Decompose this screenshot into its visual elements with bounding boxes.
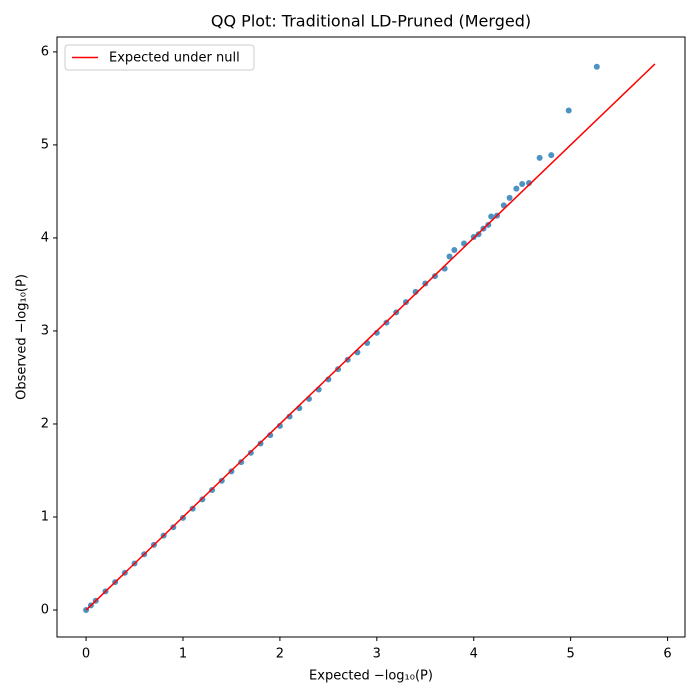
legend-box — [64, 44, 255, 71]
plot-area — [56, 36, 686, 638]
y-tick-label: 6 — [41, 44, 49, 59]
x-tick-label: 4 — [470, 647, 478, 662]
x-tick-label: 3 — [373, 647, 381, 662]
y-tick-label: 1 — [41, 510, 49, 525]
point — [373, 329, 380, 336]
x-tick-label: 5 — [567, 647, 575, 662]
chart-title: QQ Plot: Traditional LD-Pruned (Merged) — [211, 12, 531, 31]
point — [325, 376, 332, 383]
legend-label: Expected under null — [109, 51, 240, 66]
point — [451, 247, 458, 254]
y-tick-label: 2 — [41, 416, 49, 431]
point — [286, 413, 293, 420]
x-tick-label: 1 — [179, 647, 187, 662]
y-axis-label: Observed −log₁₀(P) — [15, 274, 30, 400]
point — [267, 432, 274, 439]
point — [488, 213, 495, 220]
y-tick-label: 5 — [41, 137, 49, 152]
point — [548, 152, 555, 159]
reference-line — [85, 63, 656, 611]
x-axis-label: Expected −log₁₀(P) — [309, 669, 433, 684]
point — [412, 288, 419, 295]
point — [276, 422, 283, 429]
y-tick-label: 3 — [41, 323, 49, 338]
point — [525, 180, 532, 187]
y-tick-label: 0 — [41, 603, 49, 618]
point — [506, 194, 513, 201]
x-tick-label: 2 — [276, 647, 284, 662]
y-tick-label: 4 — [41, 230, 49, 245]
point — [536, 154, 543, 161]
x-tick-label: 0 — [82, 647, 90, 662]
point — [513, 185, 520, 192]
x-tick-label: 6 — [663, 647, 671, 662]
point — [519, 180, 526, 187]
point — [593, 63, 600, 70]
point — [565, 107, 572, 114]
point — [446, 253, 453, 260]
